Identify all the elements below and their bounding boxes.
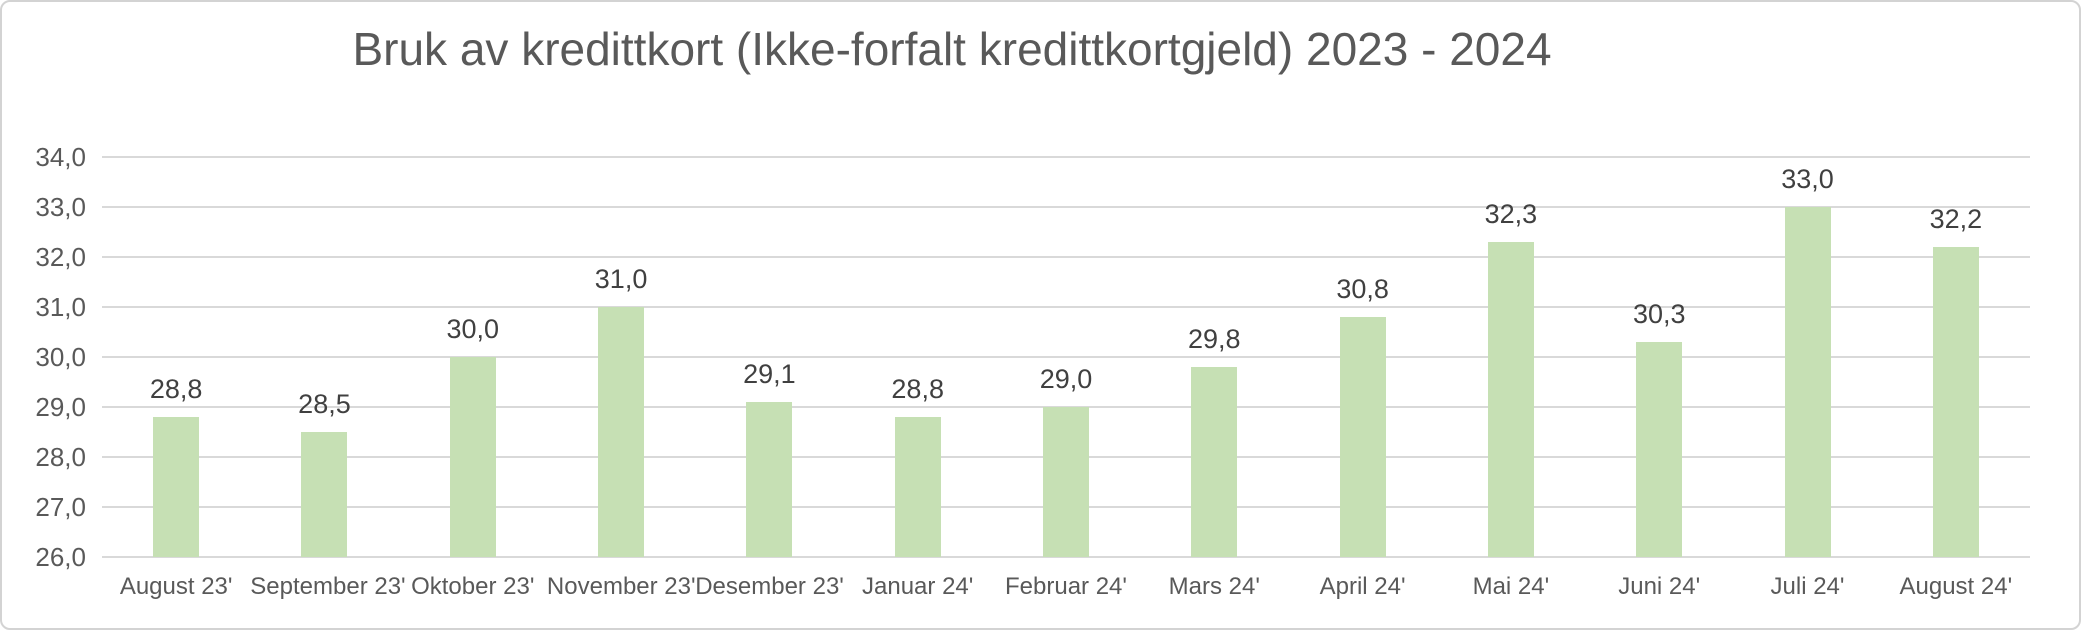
y-tick-label: 34,0 xyxy=(35,142,86,172)
bar-Februar 24' xyxy=(1043,407,1089,557)
y-tick-label: 30,0 xyxy=(35,342,86,372)
x-tick-label: Juli 24' xyxy=(1770,573,1845,600)
x-tick-label: Januar 24' xyxy=(862,573,974,600)
bar-Januar 24' xyxy=(894,417,941,557)
x-tick-label: Mars 24' xyxy=(1168,573,1260,600)
data-label: 30,8 xyxy=(1336,274,1389,304)
bar-September 23' xyxy=(301,432,348,557)
bar-Oktober 23' xyxy=(449,357,496,557)
x-tick-label: Mai 24' xyxy=(1472,573,1550,600)
data-label: 28,8 xyxy=(891,374,944,404)
bar-Desember 23' xyxy=(746,402,793,557)
data-label: 32,3 xyxy=(1484,199,1538,229)
gridline xyxy=(102,206,2030,208)
x-tick-label: Februar 24' xyxy=(1005,573,1127,600)
y-tick-label: 28,0 xyxy=(35,442,86,472)
x-tick-label: Oktober 23' xyxy=(411,573,535,600)
data-label: 33,0 xyxy=(1781,164,1834,194)
y-tick-label: 32,0 xyxy=(35,242,86,272)
x-tick-label: Juni 24' xyxy=(1618,573,1701,600)
x-tick-label: August 23' xyxy=(119,573,233,600)
gridline xyxy=(102,256,2030,258)
bar-Juni 24' xyxy=(1636,342,1683,557)
data-label: 32,2 xyxy=(1929,204,1983,234)
gridline xyxy=(102,306,2030,308)
chart-title: Bruk av kredittkort (Ikke-forfalt kredit… xyxy=(352,23,1552,75)
data-label: 29,8 xyxy=(1188,324,1241,354)
bar-Mars 24' xyxy=(1191,367,1238,557)
x-tick-label: November 23' xyxy=(546,573,696,600)
y-axis-labels: 26,0 27,0 28,0 29,0 30,0 31,0 32,0 33,0 34,0 xyxy=(2,142,86,572)
plot-area: 28,8 28,5 30,0 31,0 29,1 28,8 29,0 29,8 30,8 32,3… xyxy=(102,156,2030,558)
data-label: 29,0 xyxy=(1039,364,1093,394)
bar-November 23' xyxy=(598,307,645,557)
bar-Juli 24' xyxy=(1784,207,1831,557)
data-label: 28,8 xyxy=(149,374,203,404)
data-label: 28,5 xyxy=(298,389,351,419)
y-tick-label: 31,0 xyxy=(35,292,86,322)
gridline xyxy=(102,356,2030,358)
y-tick-label: 26,0 xyxy=(35,542,86,572)
x-tick-label: April 24' xyxy=(1319,573,1406,600)
gridline xyxy=(102,556,2030,558)
data-label: 30,3 xyxy=(1632,299,1686,329)
data-label: 29,1 xyxy=(743,359,796,389)
y-tick-label: 33,0 xyxy=(35,192,86,222)
y-tick-label: 29,0 xyxy=(35,392,86,422)
bar-April 24' xyxy=(1339,317,1386,557)
data-label: 30,0 xyxy=(446,314,500,344)
x-tick-label: August 24' xyxy=(1899,573,2013,600)
data-label: 31,0 xyxy=(594,264,648,294)
gridline xyxy=(102,156,2030,158)
bar-Mai 24' xyxy=(1487,242,1534,557)
x-tick-label: September 23' xyxy=(250,573,406,600)
bar-August 24' xyxy=(1932,247,1979,557)
y-tick-label: 27,0 xyxy=(35,492,86,522)
x-tick-label: Desember 23' xyxy=(695,573,844,600)
x-axis-labels: August 23' September 23' Oktober 23' Novemb… xyxy=(102,570,2030,604)
bar-August 23' xyxy=(153,417,200,557)
